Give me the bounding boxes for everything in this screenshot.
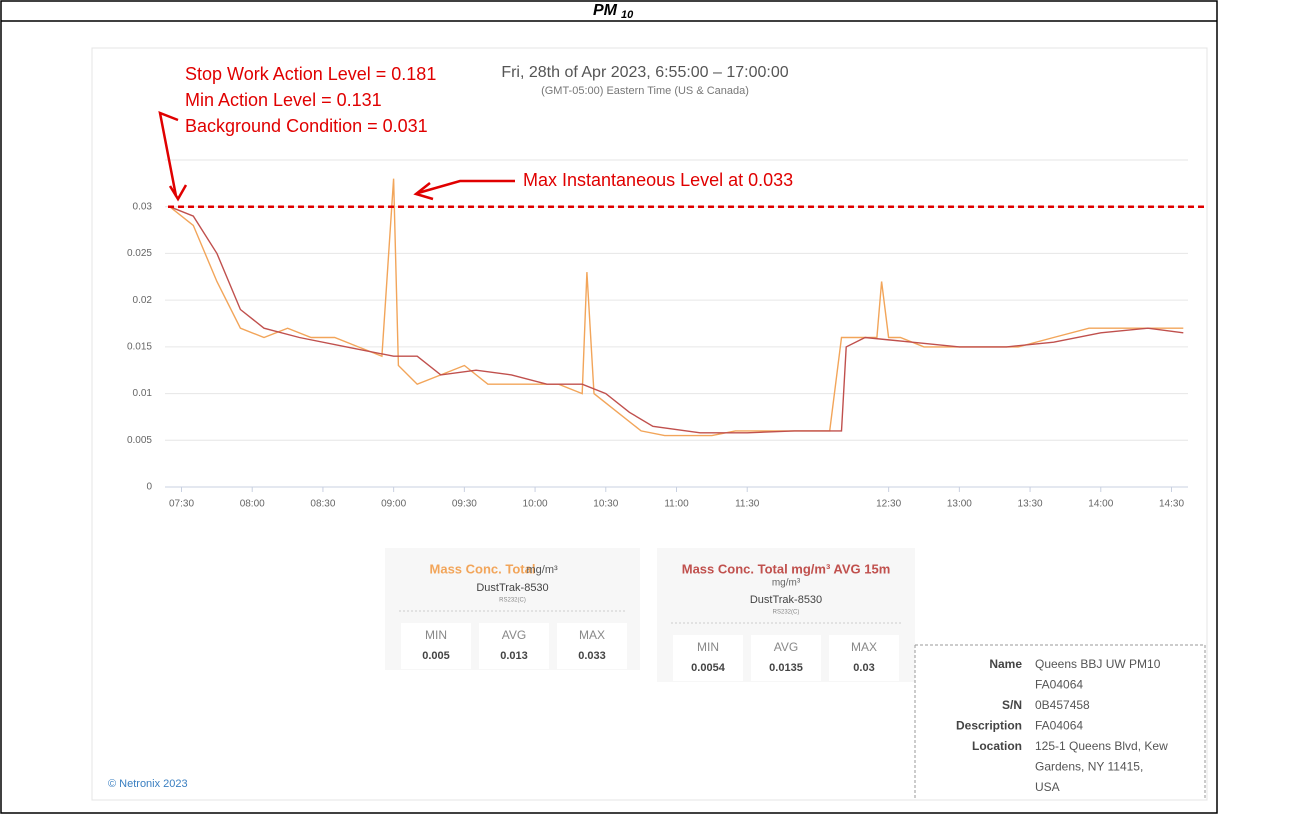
stat-cell: [401, 623, 471, 669]
info-value: USA: [1035, 780, 1060, 794]
report-title: PM: [593, 2, 618, 19]
stat-cell: [673, 635, 743, 681]
x-tick-label: 10:00: [523, 499, 548, 510]
y-tick-label: 0.01: [133, 388, 153, 399]
x-tick-label: 14:30: [1159, 499, 1184, 510]
info-value: 0B457458: [1035, 698, 1090, 712]
x-tick-label: 09:30: [452, 499, 477, 510]
info-label: S/N: [1002, 698, 1022, 712]
footer: © Netronix 2023: [108, 778, 188, 790]
stat-value: 0.0054: [691, 662, 726, 674]
stat-cell: [557, 623, 627, 669]
arrows: [158, 111, 515, 202]
y-tick-label: 0.03: [133, 201, 153, 212]
info-value: 125-1 Queens Blvd, Kew: [1035, 739, 1168, 753]
stat-value: 0.005: [422, 650, 450, 662]
arrow: [417, 179, 515, 195]
x-tick-label: 11:00: [664, 499, 689, 510]
y-tick-label: 0: [146, 482, 152, 493]
x-tick-label: 11:30: [735, 499, 760, 510]
arrow-head: [413, 182, 434, 201]
annotation: Stop Work Action Level = 0.181: [185, 64, 436, 84]
stat-cell: [829, 635, 899, 681]
x-tick-label: 07:30: [169, 499, 194, 510]
info-value: Gardens, NY 11415,: [1035, 760, 1143, 774]
stat-label: MIN: [697, 640, 719, 654]
x-tick-label: 09:00: [381, 499, 406, 510]
y-tick-label: 0.02: [133, 295, 153, 306]
card-unit: mg/m³: [527, 564, 559, 576]
card-port: RS232(C): [499, 598, 526, 604]
x-tick-label: 08:00: [240, 499, 265, 510]
y-tick-label: 0.015: [127, 341, 152, 352]
info-label: Description: [956, 719, 1022, 733]
card-unit: mg/m³: [772, 578, 801, 589]
frame: [0, 0, 1218, 814]
y-tick-label: 0.005: [127, 435, 152, 446]
card-device: DustTrak-8530: [750, 594, 822, 606]
x-tick-label: 13:30: [1018, 499, 1043, 510]
stat-label: MAX: [851, 640, 877, 654]
stat-label: MIN: [425, 628, 447, 642]
card-title: Mass Conc. Total: [430, 561, 536, 576]
chart-title: Fri, 28th of Apr 2023, 6:55:00 – 17:00:0…: [501, 64, 788, 81]
y-tick-label: 0.025: [127, 248, 152, 259]
stat-cell: [751, 635, 821, 681]
chart-subtitle: (GMT-05:00) Eastern Time (US & Canada): [541, 85, 749, 97]
stat-value: 0.03: [853, 662, 874, 674]
x-tick-label: 10:30: [593, 499, 618, 510]
annotation: Min Action Level = 0.131: [185, 90, 382, 110]
stat-value: 0.0135: [769, 662, 803, 674]
arrow: [158, 111, 179, 197]
info-label: Name: [989, 657, 1022, 671]
info-box: [914, 644, 1206, 800]
annotation: Max Instantaneous Level at 0.033: [523, 170, 793, 190]
info-label: Location: [972, 739, 1022, 753]
x-tick-label: 13:00: [947, 499, 972, 510]
stat-label: AVG: [774, 640, 798, 654]
stat-label: AVG: [502, 628, 526, 642]
stat-value: 0.033: [578, 650, 606, 662]
card-title: Mass Conc. Total mg/m³ AVG 15m: [682, 561, 891, 576]
stat-value: 0.013: [500, 650, 528, 662]
x-tick-label: 08:30: [310, 499, 335, 510]
x-tick-label: 12:30: [876, 499, 901, 510]
info-value: FA04064: [1035, 719, 1083, 733]
arrow-head: [168, 184, 188, 202]
info-value: FA04064: [1035, 678, 1083, 692]
annotation: Background Condition = 0.031: [185, 116, 428, 136]
stat-label: MAX: [579, 628, 605, 642]
x-tick-label: 14:00: [1088, 499, 1113, 510]
stat-cell: [479, 623, 549, 669]
card-port: RS232(C): [773, 610, 800, 616]
info-value: Queens BBJ UW PM10: [1035, 657, 1161, 671]
series-line: [169, 206, 1184, 434]
card-device: DustTrak-8530: [476, 582, 548, 594]
report-title-sub: 10: [621, 9, 634, 21]
